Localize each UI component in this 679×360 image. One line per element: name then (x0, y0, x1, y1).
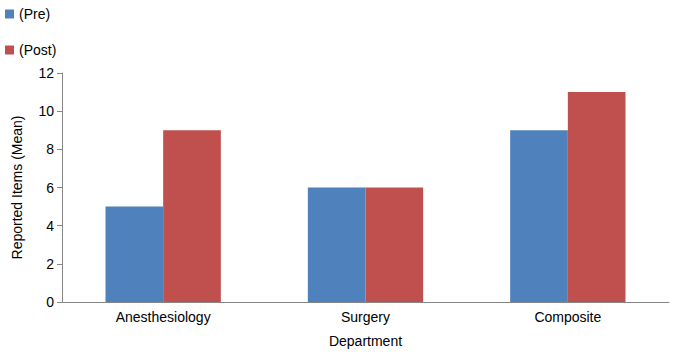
svg-text:Surgery: Surgery (341, 309, 390, 325)
svg-text:Composite: Composite (534, 309, 601, 325)
svg-text:(Post): (Post) (19, 42, 56, 58)
svg-text:Reported Items (Mean): Reported Items (Mean) (9, 116, 25, 260)
svg-text:(Pre): (Pre) (19, 6, 50, 22)
svg-text:0: 0 (46, 294, 54, 310)
svg-text:Department: Department (329, 333, 402, 349)
svg-text:Anesthesiology: Anesthesiology (116, 309, 211, 325)
svg-text:2: 2 (46, 256, 54, 272)
svg-text:10: 10 (38, 103, 54, 119)
svg-text:4: 4 (46, 218, 54, 234)
svg-text:6: 6 (46, 180, 54, 196)
svg-text:12: 12 (38, 65, 54, 81)
svg-text:8: 8 (46, 141, 54, 157)
